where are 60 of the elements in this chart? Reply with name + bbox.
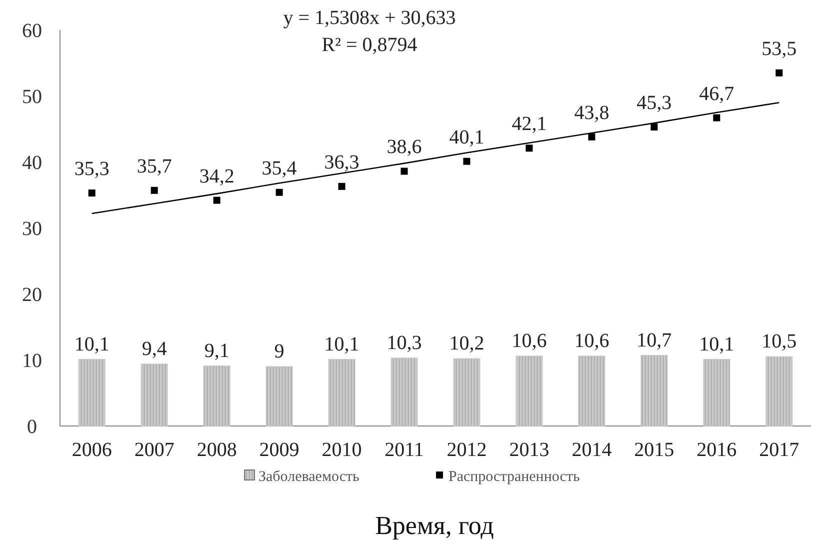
data-label: 9,4 (142, 338, 167, 360)
data-label: 35,4 (262, 157, 297, 180)
x-tick-label: 2013 (509, 439, 550, 461)
x-tick-label: 2014 (572, 439, 612, 461)
x-tick-label: 2016 (696, 439, 737, 461)
point (338, 182, 346, 190)
data-label: 10,6 (574, 330, 610, 352)
point (776, 69, 783, 76)
x-tick-label: 2008 (196, 439, 237, 461)
point (463, 158, 470, 165)
data-label: 10,1 (699, 333, 734, 356)
legend-label: Распространенность (448, 468, 580, 485)
point (650, 124, 658, 131)
x-tick-label: 2017 (759, 439, 800, 461)
x-tick-label: 2012 (446, 439, 487, 461)
y-tick-label: 10 (22, 350, 42, 372)
data-label: 38,6 (386, 136, 422, 158)
data-label: 10,3 (386, 332, 422, 354)
data-label: 42,1 (512, 113, 547, 136)
point (276, 188, 283, 196)
data-label: 9 (274, 340, 284, 363)
data-label: 10,6 (512, 330, 547, 352)
point (526, 144, 533, 152)
data-label: 43,8 (574, 102, 610, 124)
x-tick-label: 2010 (322, 439, 362, 461)
y-tick-label: 20 (22, 284, 42, 306)
data-label: 53,5 (762, 38, 797, 60)
x-tick-label: 2015 (634, 439, 674, 461)
y-tick-label: 40 (22, 152, 42, 174)
data-label: 36,3 (324, 151, 360, 174)
legend-label: Заболеваемость (258, 468, 360, 485)
x-tick-label: 2011 (384, 439, 424, 461)
point (150, 186, 158, 194)
x-tick-label: 2009 (259, 439, 300, 461)
data-label: 10,7 (636, 329, 672, 352)
point (213, 196, 220, 204)
x-tick-label: 2007 (134, 439, 174, 461)
point (400, 168, 408, 175)
y-tick-label: 30 (22, 218, 42, 240)
data-label: 34,2 (199, 165, 234, 188)
text: y = 1,5308x + 30,633 (283, 7, 456, 29)
data-label: 10,2 (449, 332, 484, 355)
data-label: 10,1 (74, 333, 110, 356)
data-label: 10,1 (324, 333, 360, 356)
point (713, 114, 720, 122)
y-tick-label: 60 (22, 20, 42, 42)
data-label: 46,7 (699, 82, 734, 105)
x-axis-title: Время, год (375, 511, 494, 540)
data-label: 35,3 (74, 158, 110, 180)
data-label: 35,7 (136, 155, 172, 178)
x-tick-label: 2006 (72, 439, 112, 461)
y-tick-label: 0 (27, 416, 37, 438)
point (588, 133, 596, 140)
annotation: R² = 0,8794 (322, 34, 418, 56)
data-label: 9,1 (204, 340, 230, 362)
point (88, 190, 96, 197)
data-label: 10,5 (762, 330, 797, 353)
data-label: 45,3 (636, 92, 672, 114)
data-label: 40,1 (449, 126, 484, 148)
y-tick-label: 50 (22, 86, 42, 108)
